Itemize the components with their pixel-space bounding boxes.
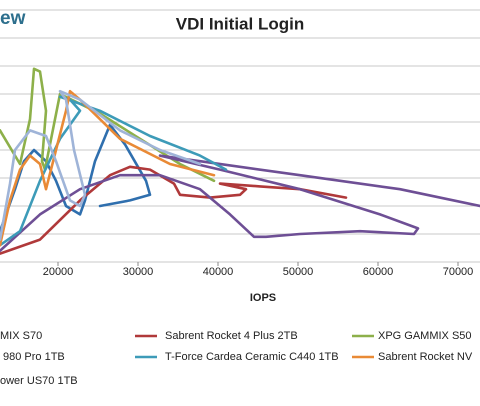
x-tick-label: 70000 [443, 266, 474, 278]
series-line [0, 95, 228, 247]
series-line [0, 165, 348, 255]
logo: ew [0, 8, 26, 29]
x-tick-label: 50000 [283, 266, 314, 278]
series-line [0, 154, 480, 253]
legend-label: ower US70 1TB [0, 375, 78, 387]
chart-title: VDI Initial Login [176, 14, 304, 33]
legend-label: Sabrent Rocket 4 Plus 2TB [165, 330, 298, 342]
series-line [0, 89, 216, 247]
legend-label: MIX S70 [0, 330, 42, 342]
legend-label: Sabrent Rocket NV [378, 351, 473, 363]
grid: 20000 30000 40000 50000 60000 70000 [0, 9, 480, 278]
plot-lines [0, 67, 480, 255]
series-line [0, 89, 202, 241]
x-tick-label: 40000 [203, 266, 234, 278]
legend: MIX S70 Sabrent Rocket 4 Plus 2TB XPG GAMM… [0, 330, 473, 387]
x-tick-label: 30000 [123, 266, 154, 278]
legend-label: 980 Pro 1TB [3, 351, 65, 363]
legend-label: XPG GAMMIX S50 [378, 330, 472, 342]
x-tick-label: 20000 [43, 266, 74, 278]
x-axis-label: IOPS [250, 292, 276, 304]
legend-label: T-Force Cardea Ceramic C440 1TB [165, 351, 339, 363]
x-tick-label: 60000 [363, 266, 394, 278]
